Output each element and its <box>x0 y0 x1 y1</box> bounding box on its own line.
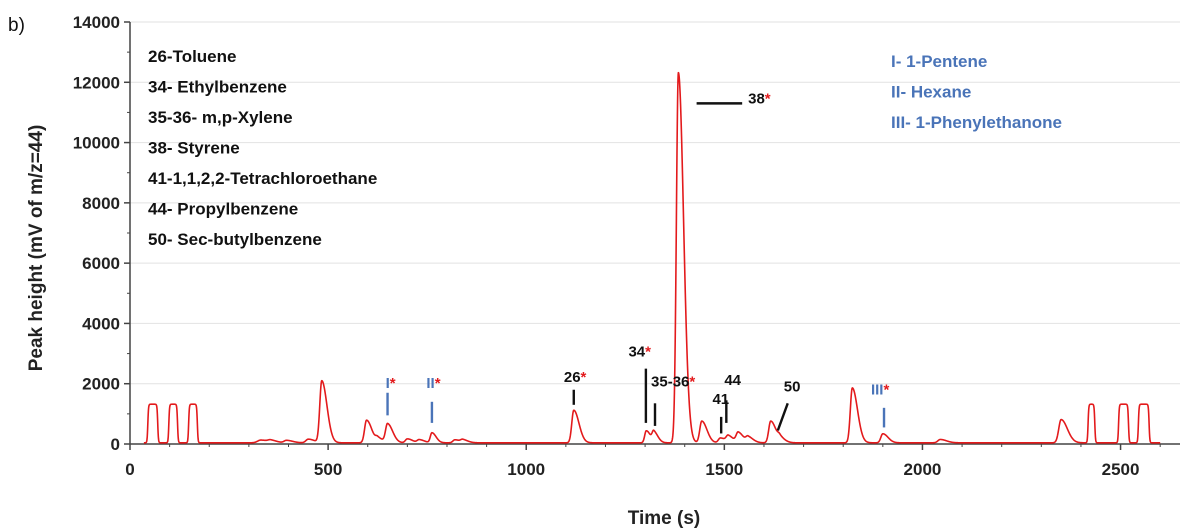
y-tick-label: 2000 <box>82 375 120 394</box>
interference-legend: I- 1-Pentene II- Hexane III- 1-Phenylethan… <box>891 52 1062 132</box>
annotation-41: 41 <box>712 391 729 434</box>
annotation-label: II* <box>426 375 440 392</box>
annotation-star: * <box>581 369 587 386</box>
annotation-label: I* <box>386 375 396 392</box>
annotation-star: * <box>645 344 651 361</box>
y-tick-label: 4000 <box>82 314 120 333</box>
annotation-star: * <box>689 374 695 391</box>
y-axis-title: Peak height (mV of m/z=44) <box>26 125 47 372</box>
annotation-label: 26* <box>564 369 587 386</box>
annotation-label: 50 <box>784 378 801 395</box>
annotation-star: * <box>390 375 396 392</box>
x-tick-label: 2000 <box>904 460 942 479</box>
series-group <box>143 71 1161 444</box>
annotation-III: III* <box>871 381 890 428</box>
y-tick-label: 14000 <box>73 13 120 32</box>
legend-interference-item: I- 1-Pentene <box>891 52 987 71</box>
legend-compound-item: 41-1,1,2,2-Tetrachloroethane <box>148 169 377 188</box>
annotation-I: I* <box>386 375 396 416</box>
panel-label: b) <box>8 15 25 36</box>
annotation-50: 50 <box>776 378 801 431</box>
legend-interference-item: II- Hexane <box>891 83 971 102</box>
axes: 0 2000 4000 6000 8000 10000 12000 14000 0 500 1000… <box>73 13 1180 479</box>
annotation-label: 35-36* <box>651 374 695 391</box>
annotation-star: * <box>883 381 889 398</box>
y-tick-label: 0 <box>111 435 120 454</box>
annotation-label: 44 <box>724 372 741 389</box>
annotation-26: 26* <box>564 369 587 405</box>
annotation-34: 34* <box>628 344 651 423</box>
x-tick-label: 500 <box>314 460 342 479</box>
y-tick-label: 12000 <box>73 73 120 92</box>
annotation-star: * <box>765 90 771 107</box>
grid-lines <box>130 21 1180 385</box>
x-axis-title: Time (s) <box>628 508 701 529</box>
chromatogram-series-line <box>143 71 1161 444</box>
legend-compound-item: 44- Propylbenzene <box>148 200 298 219</box>
y-tick-label: 8000 <box>82 194 120 213</box>
annotation-label: III* <box>871 381 890 398</box>
annotation-label: 34* <box>628 344 651 361</box>
y-tick-label: 10000 <box>73 134 120 153</box>
annotation-35-36: 35-36* <box>651 374 695 426</box>
annotation-marker <box>776 402 789 431</box>
annotation-38: 38* <box>696 90 771 107</box>
legend-compound-item: 34- Ethylbenzene <box>148 78 287 97</box>
x-tick-label: 1500 <box>705 460 743 479</box>
legend-compound-item: 50- Sec-butylbenzene <box>148 230 322 249</box>
x-tick-label: 1000 <box>507 460 545 479</box>
legend-compound-item: 26-Toluene <box>148 47 236 66</box>
peak-annotations: I* II* 26* 34*35-36* 38* 41 44 50 III* <box>386 90 890 434</box>
y-tick-label: 6000 <box>82 254 120 273</box>
annotation-II: II* <box>426 375 441 423</box>
legend-compound-item: 38- Styrene <box>148 139 240 158</box>
compound-legend: 26-Toluene 34- Ethylbenzene 35-36- m,p-Xyl… <box>148 47 377 249</box>
legend-interference-item: III- 1-Phenylethanone <box>891 113 1062 132</box>
annotation-label: 38* <box>748 90 771 107</box>
annotation-44: 44 <box>724 372 742 423</box>
x-tick-label: 2500 <box>1102 460 1140 479</box>
annotation-label: 41 <box>712 391 729 408</box>
annotation-star: * <box>435 375 441 392</box>
legend-compound-item: 35-36- m,p-Xylene <box>148 108 293 127</box>
x-tick-label: 0 <box>125 460 134 479</box>
